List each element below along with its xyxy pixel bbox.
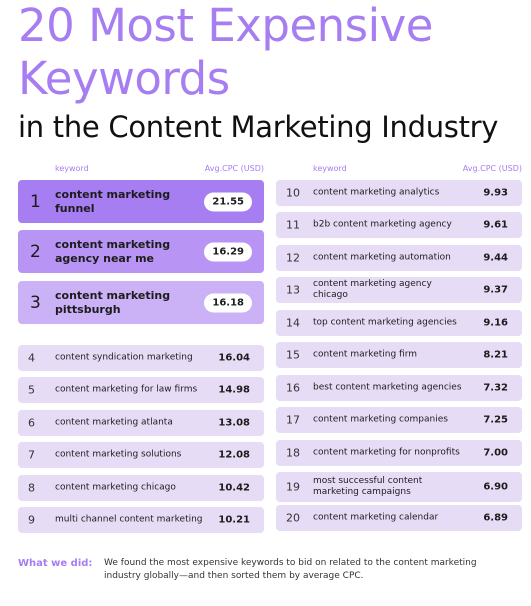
table-row: 11 b2b content marketing agency 9.61 bbox=[276, 212, 522, 238]
title-line-2: Keywords bbox=[18, 52, 230, 105]
cpc-value: 6.89 bbox=[483, 512, 508, 524]
table-row: 13 content marketing agency chicago 9.37 bbox=[276, 277, 522, 303]
cpc-value: 7.32 bbox=[483, 382, 508, 394]
keyword-label: multi channel content marketing bbox=[55, 514, 203, 525]
rank-number: 9 bbox=[28, 513, 35, 527]
keyword-label: content marketing firm bbox=[313, 349, 418, 360]
table-row: 5 content marketing for law firms 14.98 bbox=[18, 377, 264, 403]
rank-number: 8 bbox=[28, 481, 35, 495]
cpc-value: 21.55 bbox=[204, 192, 252, 211]
table-row: 10 content marketing analytics 9.93 bbox=[276, 180, 522, 206]
rank-number: 20 bbox=[286, 511, 300, 525]
table-row: 2 content marketing agency near me 16.29 bbox=[18, 230, 264, 273]
keyword-label: content marketing companies bbox=[313, 414, 448, 425]
table-row: 8 content marketing chicago 10.42 bbox=[18, 475, 264, 501]
cpc-value: 13.08 bbox=[218, 417, 250, 429]
cpc-value: 9.37 bbox=[483, 284, 508, 296]
cpc-value: 14.98 bbox=[218, 384, 250, 396]
cpc-value: 16.18 bbox=[204, 293, 252, 312]
cpc-value: 7.00 bbox=[483, 447, 508, 459]
left-column-header: keyword Avg.CPC (USD) bbox=[18, 162, 264, 176]
table-row: 20 content marketing calendar 6.89 bbox=[276, 505, 522, 531]
cpc-value: 16.29 bbox=[204, 242, 252, 261]
table-row: 15 content marketing firm 8.21 bbox=[276, 342, 522, 368]
rank-number: 5 bbox=[28, 383, 35, 397]
keyword-label: content marketing for law firms bbox=[55, 384, 198, 395]
keyword-label: content marketing chicago bbox=[55, 482, 176, 493]
table-row: 7 content marketing solutions 12.08 bbox=[18, 442, 264, 468]
keyword-label: best content marketing agencies bbox=[313, 382, 462, 393]
keyword-label: content marketing calendar bbox=[313, 512, 439, 523]
rank-number: 13 bbox=[286, 283, 300, 297]
rank-number: 4 bbox=[28, 351, 35, 365]
table-row: 19 most successful content marketing camp… bbox=[276, 472, 522, 502]
keyword-label: content marketing for nonprofits bbox=[313, 447, 460, 458]
cpc-value: 10.21 bbox=[218, 514, 250, 526]
rank-number: 7 bbox=[28, 448, 35, 462]
title-line-1: 20 Most Expensive bbox=[18, 0, 433, 52]
rank-number: 11 bbox=[286, 218, 300, 232]
keyword-label: top content marketing agencies bbox=[313, 317, 457, 328]
keyword-label: content marketing agency near me bbox=[55, 237, 171, 265]
cpc-value: 8.21 bbox=[483, 349, 508, 361]
cpc-value: 9.16 bbox=[483, 317, 508, 329]
right-column: keyword Avg.CPC (USD) 10 content marketin… bbox=[276, 162, 522, 531]
keyword-label: content syndication marketing bbox=[55, 352, 193, 363]
rank-number: 16 bbox=[286, 381, 300, 395]
cpc-value: 7.25 bbox=[483, 414, 508, 426]
table-row: 6 content marketing atlanta 13.08 bbox=[18, 410, 264, 436]
keyword-label: content marketing funnel bbox=[55, 187, 171, 215]
keyword-header: keyword bbox=[55, 164, 89, 173]
table-row: 12 content marketing automation 9.44 bbox=[276, 245, 522, 271]
cpc-header: Avg.CPC (USD) bbox=[204, 164, 264, 173]
keyword-label: content marketing solutions bbox=[55, 449, 182, 460]
rank-number: 17 bbox=[286, 413, 300, 427]
cpc-value: 9.44 bbox=[483, 252, 508, 264]
rank-number: 12 bbox=[286, 251, 300, 265]
cpc-header: Avg.CPC (USD) bbox=[462, 164, 522, 173]
rank-number: 3 bbox=[30, 292, 41, 313]
keyword-label: content marketing atlanta bbox=[55, 417, 173, 428]
table-row: 4 content syndication marketing 16.04 bbox=[18, 345, 264, 371]
rank-number: 14 bbox=[286, 316, 300, 330]
table-row: 16 best content marketing agencies 7.32 bbox=[276, 375, 522, 401]
rank-number: 18 bbox=[286, 446, 300, 460]
table-row: 9 multi channel content marketing 10.21 bbox=[18, 507, 264, 533]
rank-number: 2 bbox=[30, 241, 41, 262]
table-row: 18 content marketing for nonprofits 7.00 bbox=[276, 440, 522, 466]
right-column-header: keyword Avg.CPC (USD) bbox=[276, 162, 522, 176]
keyword-label: content marketing analytics bbox=[313, 187, 440, 198]
cpc-value: 12.08 bbox=[218, 449, 250, 461]
cpc-value: 6.90 bbox=[483, 481, 508, 493]
keyword-label: content marketing automation bbox=[313, 252, 451, 263]
rank-number: 19 bbox=[286, 480, 300, 494]
table-row: 1 content marketing funnel 21.55 bbox=[18, 180, 264, 223]
rank-number: 10 bbox=[286, 186, 300, 200]
keyword-label: most successful content marketing campai… bbox=[313, 476, 423, 497]
rank-number: 15 bbox=[286, 348, 300, 362]
cpc-value: 16.04 bbox=[218, 352, 250, 364]
left-column: keyword Avg.CPC (USD) 1 content marketing… bbox=[18, 162, 264, 533]
cpc-value: 9.61 bbox=[483, 219, 508, 231]
cpc-value: 10.42 bbox=[218, 482, 250, 494]
table-row: 14 top content marketing agencies 9.16 bbox=[276, 310, 522, 336]
table-row: 17 content marketing companies 7.25 bbox=[276, 407, 522, 433]
cpc-value: 9.93 bbox=[483, 187, 508, 199]
rank-number: 6 bbox=[28, 416, 35, 430]
keyword-label: content marketing pittsburgh bbox=[55, 288, 171, 316]
footer-text: We found the most expensive keywords to … bbox=[104, 558, 477, 581]
keyword-header: keyword bbox=[313, 164, 347, 173]
keyword-label: b2b content marketing agency bbox=[313, 219, 452, 230]
rank-number: 1 bbox=[30, 191, 41, 212]
footer-label: What we did: bbox=[18, 558, 93, 569]
table-row: 3 content marketing pittsburgh 16.18 bbox=[18, 281, 264, 324]
title-line-3: in the Content Marketing Industry bbox=[18, 110, 499, 144]
keyword-label: content marketing agency chicago bbox=[313, 279, 432, 300]
